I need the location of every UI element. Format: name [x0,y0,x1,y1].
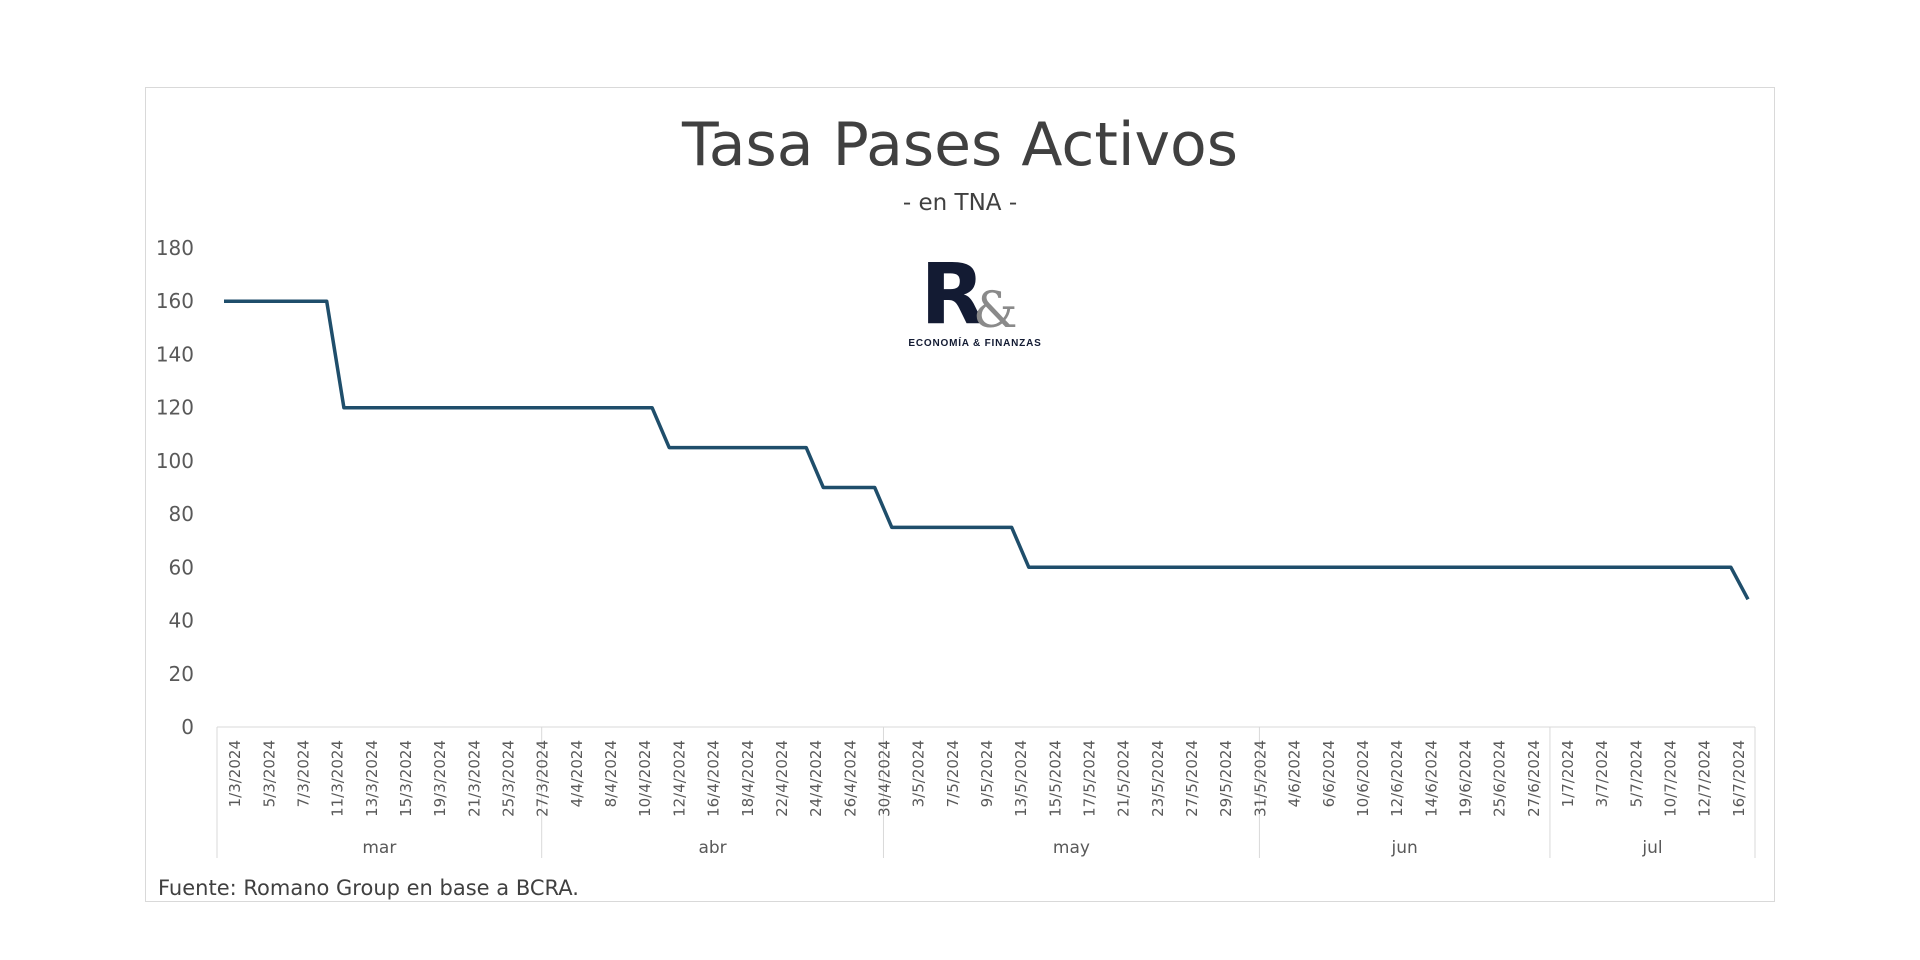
logo-caption: ECONOMÍA & FINANZAS [908,338,1042,349]
x-tick-label: 3/5/2024 [910,740,928,807]
x-tick-label: 16/7/2024 [1730,740,1748,817]
x-tick-label: 29/5/2024 [1217,740,1235,817]
x-tick-label: 15/3/2024 [397,740,415,817]
x-tick-label: 5/7/2024 [1627,740,1645,807]
plot-area [224,299,1750,601]
x-tick-label: 10/7/2024 [1662,740,1680,817]
x-tick-label: 17/5/2024 [1081,740,1099,817]
y-tick-label: 40 [169,609,194,633]
y-tick-label: 100 [156,449,194,473]
x-tick-label: 4/6/2024 [1286,740,1304,807]
x-tick-label: 12/6/2024 [1388,740,1406,817]
month-label: may [1053,838,1090,858]
x-tick-label: 6/6/2024 [1320,740,1338,807]
x-tick-label: 4/4/2024 [568,740,586,807]
month-label: jul [1641,838,1662,858]
x-tick-label: 8/4/2024 [602,740,620,807]
x-tick-label: 13/3/2024 [363,740,381,817]
x-tick-label: 22/4/2024 [773,740,791,817]
chart-subtitle: - en TNA - [902,190,1018,216]
month-label: jun [1391,838,1418,858]
x-tick-label: 30/4/2024 [875,740,893,817]
logo-ampersand: & [973,281,1018,339]
x-tick-label: 27/6/2024 [1525,740,1543,817]
x-tick-label: 27/5/2024 [1183,740,1201,817]
x-tick-label: 13/5/2024 [1012,740,1030,817]
y-tick-label: 120 [156,396,194,420]
x-tick-label: 21/3/2024 [465,740,483,817]
logo-r-mark: R [920,245,986,343]
series-line [224,299,1750,601]
x-tick-label: 21/5/2024 [1115,740,1133,817]
y-tick-label: 180 [156,236,194,260]
brand-logo: R& ECONOMÍA & FINANZAS [890,252,1060,352]
x-tick-label: 10/6/2024 [1354,740,1372,817]
y-tick-label: 80 [169,502,194,526]
x-tick-label: 9/5/2024 [978,740,996,807]
x-tick-label: 27/3/2024 [534,740,552,817]
x-tick-label: 10/4/2024 [636,740,654,817]
y-tick-label: 60 [169,555,194,579]
chart-frame [145,87,1775,902]
x-tick-label: 14/6/2024 [1422,740,1440,817]
x-tick-label: 12/7/2024 [1696,740,1714,817]
y-axis: 0 20 40 60 80 100 120 140 160 180 [156,236,194,739]
month-label: mar [362,838,396,858]
x-tick-label: 3/7/2024 [1593,740,1611,807]
source-note: Fuente: Romano Group en base a BCRA. [158,876,579,900]
y-tick-label: 0 [181,715,194,739]
x-tick-label: 23/5/2024 [1149,740,1167,817]
x-tick-label: 5/3/2024 [260,740,278,807]
x-tick-label: 16/4/2024 [705,740,723,817]
x-tick-label: 25/6/2024 [1491,740,1509,817]
x-tick-label: 7/5/2024 [944,740,962,807]
month-label: abr [698,838,726,858]
x-tick-label: 15/5/2024 [1046,740,1064,817]
x-tick-label: 7/3/2024 [294,740,312,807]
y-tick-label: 20 [169,662,194,686]
x-tick-label: 25/3/2024 [500,740,518,817]
x-tick-label: 19/6/2024 [1456,740,1474,817]
chart-title: Tasa Pases Activos [682,110,1238,180]
x-tick-label: 26/4/2024 [841,740,859,817]
x-tick-label: 19/3/2024 [431,740,449,817]
x-axis: mar abr may jun jul 1/3/2024 5/3/2024 7/3/2024 1… [216,726,1756,858]
x-tick-label: 31/5/2024 [1251,740,1269,817]
x-tick-label: 12/4/2024 [670,740,688,817]
x-tick-label: 18/4/2024 [739,740,757,817]
x-tick-label: 24/4/2024 [807,740,825,817]
y-tick-label: 140 [156,342,194,366]
y-tick-label: 160 [156,289,194,313]
x-tick-label: 11/3/2024 [329,740,347,817]
x-tick-label: 1/3/2024 [226,740,244,807]
x-tick-label: 1/7/2024 [1559,740,1577,807]
